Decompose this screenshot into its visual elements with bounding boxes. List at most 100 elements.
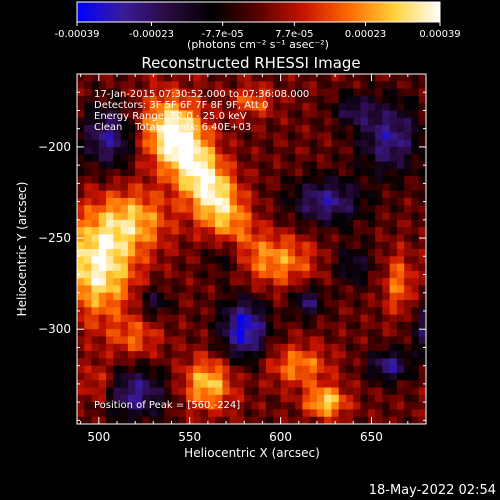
heatmap-cell: [149, 263, 158, 272]
heatmap-cell: [171, 125, 180, 133]
heatmap-cell: [186, 234, 194, 243]
heatmap-cell: [98, 241, 107, 250]
heatmap-cell: [266, 249, 274, 257]
heatmap-cell: [113, 300, 122, 308]
heatmap-cell: [389, 263, 398, 272]
heatmap-cell: [389, 74, 398, 82]
heatmap-cell: [171, 387, 180, 396]
heatmap-cell: [411, 241, 420, 250]
heatmap-cell: [367, 270, 376, 279]
heatmap-cell: [353, 103, 362, 111]
heatmap-cell: [127, 103, 136, 111]
heatmap-cell: [331, 278, 340, 286]
heatmap-cell: [207, 95, 216, 104]
heatmap-cell: [411, 365, 420, 374]
heatmap-cell: [316, 227, 325, 235]
heatmap-cell: [273, 117, 282, 126]
heatmap-cell: [346, 358, 354, 367]
heatmap-cell: [200, 307, 209, 316]
heatmap-cell: [258, 212, 267, 221]
heatmap-cell: [302, 110, 311, 119]
heatmap-cell: [404, 241, 412, 250]
heatmap-cell: [382, 358, 391, 367]
heatmap-cell: [149, 103, 158, 111]
heatmap-cell: [258, 103, 267, 111]
heatmap-cell: [266, 351, 274, 359]
heatmap-cell: [324, 336, 332, 345]
heatmap-cell: [287, 139, 296, 148]
heatmap-cell: [346, 351, 354, 359]
info-line-counts: Clean Total counts: 6.40E+03: [94, 122, 251, 133]
heatmap-cell: [316, 314, 325, 323]
heatmap-cell: [338, 212, 347, 221]
heatmap-cell: [142, 394, 151, 403]
heatmap-cell: [404, 212, 412, 221]
heatmap-cell: [113, 81, 122, 90]
heatmap-cell: [156, 125, 165, 133]
heatmap-cell: [404, 256, 412, 265]
heatmap-cell: [244, 307, 252, 316]
heatmap-cell: [338, 132, 347, 141]
heatmap-cell: [193, 256, 202, 265]
heatmap-cell: [295, 402, 303, 410]
heatmap-cell: [295, 139, 303, 148]
heatmap-cell: [229, 380, 238, 389]
heatmap-cell: [200, 110, 209, 119]
heatmap-cell: [367, 336, 376, 345]
heatmap-cell: [266, 300, 274, 308]
heatmap-cell: [360, 234, 369, 243]
heatmap-cell: [404, 278, 412, 286]
heatmap-cell: [353, 117, 362, 126]
heatmap-cell: [244, 402, 252, 410]
heatmap-cell: [207, 387, 216, 396]
heatmap-cell: [266, 183, 274, 192]
heatmap-cell: [120, 249, 129, 257]
heatmap-cell: [113, 365, 122, 374]
heatmap-cell: [171, 285, 180, 294]
heatmap-cell: [302, 416, 311, 424]
heatmap-cell: [382, 285, 391, 294]
heatmap-cell: [127, 380, 136, 389]
heatmap-cell: [142, 168, 151, 177]
heatmap-cell: [346, 380, 354, 389]
heatmap-cell: [273, 81, 282, 90]
heatmap-cell: [353, 343, 362, 352]
heatmap-cell: [396, 314, 405, 323]
heatmap-cell: [120, 336, 129, 345]
heatmap-cell: [404, 270, 412, 279]
heatmap-cell: [200, 365, 209, 374]
heatmap-cell: [156, 270, 165, 279]
heatmap-cell: [331, 176, 340, 184]
heatmap-cell: [316, 278, 325, 286]
heatmap-cell: [331, 125, 340, 133]
heatmap-cell: [367, 394, 376, 403]
heatmap-cell: [98, 117, 107, 126]
heatmap-cell: [207, 380, 216, 389]
heatmap-cell: [164, 263, 173, 272]
heatmap-cell: [135, 343, 143, 352]
heatmap-cell: [295, 117, 303, 126]
heatmap-cell: [411, 387, 420, 396]
heatmap-cell: [367, 285, 376, 294]
heatmap-cell: [215, 336, 223, 345]
heatmap-cell: [91, 402, 100, 410]
heatmap-cell: [411, 372, 420, 381]
heatmap-cell: [236, 117, 245, 126]
heatmap-cell: [280, 161, 289, 170]
heatmap-cell: [411, 321, 420, 330]
heatmap-cell: [244, 263, 252, 272]
heatmap-cell: [389, 183, 398, 192]
heatmap-cell: [77, 154, 85, 162]
heatmap-cell: [98, 387, 107, 396]
heatmap-cell: [251, 416, 260, 424]
heatmap-cell: [404, 263, 412, 272]
heatmap-cell: [258, 197, 267, 206]
heatmap-cell: [273, 219, 282, 228]
heatmap-cell: [280, 292, 289, 301]
heatmap-cell: [91, 103, 100, 111]
heatmap-cell: [91, 329, 100, 337]
heatmap-cell: [367, 402, 376, 410]
heatmap-cell: [360, 168, 369, 177]
heatmap-cell: [149, 351, 158, 359]
heatmap-cell: [186, 336, 194, 345]
